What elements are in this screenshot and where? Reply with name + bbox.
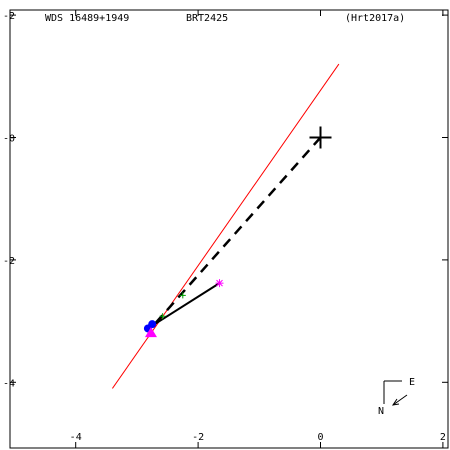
dashed-separation-line <box>148 136 322 332</box>
data-layer <box>112 63 340 389</box>
solid-measure-line <box>147 282 221 330</box>
axis-ticks: -4 -2 0 2 -4 -2 -0 -2 <box>3 10 448 448</box>
y-tick-label: -2 <box>3 256 15 267</box>
observation-triangle-marker <box>144 327 157 338</box>
observation-star-marker <box>216 279 223 287</box>
x-tick-label: 2 <box>440 432 446 443</box>
x-tick-label: 0 <box>317 432 323 443</box>
plot-frame <box>9 9 449 449</box>
y-tick-label: -2 <box>3 11 15 22</box>
wds-id-label: WDS 16489+1949 <box>45 13 129 24</box>
orbit-direction-line <box>112 63 340 389</box>
y-tick-label: -0 <box>3 134 15 145</box>
compass-arrow-icon <box>392 394 408 406</box>
y-tick-label: -4 <box>3 378 15 389</box>
reference-label: (Hrt2017a) <box>345 13 405 24</box>
x-tick-label: -2 <box>192 432 204 443</box>
compass-east-label: E <box>409 377 415 388</box>
discoverer-label: BRT2425 <box>186 13 228 24</box>
compass-north-label: N <box>378 406 384 417</box>
compass-arrowhead-icon <box>391 398 400 406</box>
x-tick-label: -4 <box>70 432 82 443</box>
compass: E N <box>378 377 415 417</box>
